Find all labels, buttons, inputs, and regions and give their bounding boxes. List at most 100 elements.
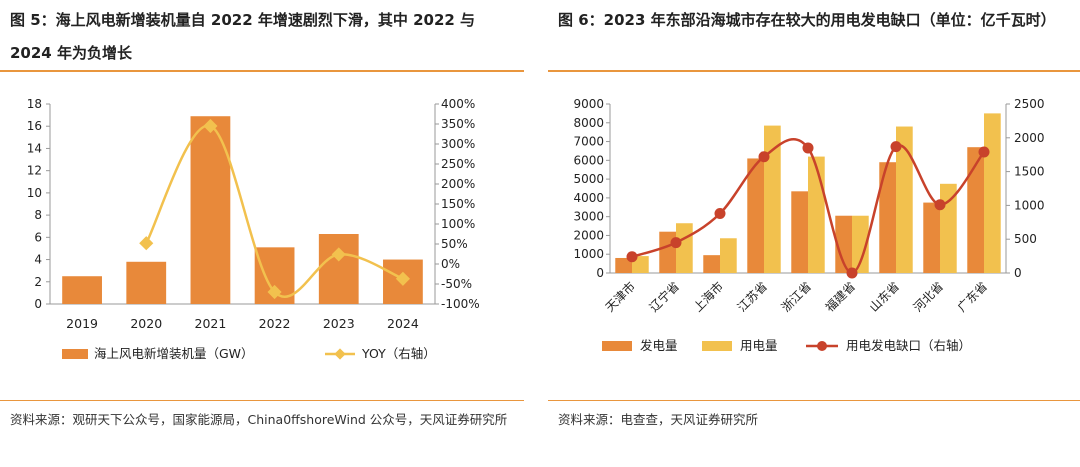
x-tick-label: 山东省	[867, 279, 902, 314]
x-tick-label: 江苏省	[735, 279, 770, 314]
x-tick-label: 河北省	[911, 279, 946, 314]
right-y-tick-label: 2500	[1014, 97, 1045, 111]
right-y-tick-label: 500	[1014, 232, 1037, 246]
bar-consumption	[720, 238, 737, 273]
bar-consumption	[852, 215, 869, 273]
legend-label-installed: 海上风电新增装机量（GW）	[94, 346, 254, 361]
right-y-tick-label: -100%	[441, 297, 480, 311]
x-tick-label: 福建省	[822, 279, 858, 315]
figure-5-title: 图 5：海上风电新增装机量自 2022 年增速剧烈下滑，其中 2022 与 20…	[10, 11, 476, 62]
figure-6-chart: 0 1000 2000 3000 4000 5000 6000 7000 8000 9000 0 50…	[573, 97, 1045, 353]
bar-generation	[703, 255, 720, 273]
legend-label-yoy: YOY（右轴）	[361, 346, 436, 361]
right-y-tick-label: 0	[1014, 266, 1022, 280]
right-y-tick-label: 2000	[1014, 131, 1045, 145]
right-y-tick-label: 400%	[441, 97, 475, 111]
gap-point	[626, 251, 638, 263]
x-tick-label: 天津市	[602, 279, 638, 315]
left-y-tick-label: 2000	[573, 228, 604, 242]
left-y-tick-label: 10	[27, 186, 42, 200]
gap-point	[934, 199, 946, 211]
figure-6-source: 资料来源：电查查，天风证券研究所	[558, 412, 759, 427]
bar-generation	[615, 257, 632, 273]
right-y-tick-label: 250%	[441, 157, 475, 171]
left-y-tick-label: 12	[27, 164, 42, 178]
x-tick-label: 浙江省	[779, 279, 814, 314]
left-y-tick-label: 5000	[573, 172, 604, 186]
left-y-tick-label: 1000	[573, 247, 604, 261]
source-divider	[548, 400, 1080, 401]
bar-consumption	[808, 156, 825, 273]
figure-5-source: 资料来源：观研天下公众号，国家能源局，China0ffshoreWind 公众号…	[10, 412, 508, 427]
right-y-tick-label: 1500	[1014, 165, 1045, 179]
bar-generation	[923, 202, 940, 273]
legend-swatch-generation	[602, 341, 632, 351]
bar-installed-capacity	[318, 234, 359, 304]
left-y-tick-label: 4	[34, 253, 42, 267]
yoy-point	[267, 284, 282, 300]
legend-marker-gap	[817, 341, 827, 351]
figure-6-title: 图 6：2023 年东部沿海城市存在较大的用电发电缺口（单位：亿千瓦时）	[558, 11, 1056, 29]
gap-point	[758, 151, 770, 163]
x-tick-label: 辽宁省	[646, 279, 682, 315]
right-y-tick-label: 350%	[441, 117, 475, 131]
left-y-tick-label: 2	[34, 275, 42, 289]
gap-point	[802, 142, 814, 154]
left-y-tick-label: 7000	[573, 135, 604, 149]
legend-swatch-installed	[62, 349, 88, 359]
left-y-tick-label: 8000	[573, 116, 604, 130]
right-y-tick-label: 50%	[441, 237, 468, 251]
legend-label-generation: 发电量	[640, 338, 678, 353]
bar-installed-capacity	[126, 261, 167, 304]
source-divider	[0, 400, 524, 401]
x-tick-label: 2019	[66, 316, 98, 331]
gap-point	[978, 146, 990, 158]
right-y-tick-label: 0%	[441, 257, 460, 271]
x-tick-label: 2020	[130, 316, 162, 331]
left-y-tick-label: 3000	[573, 210, 604, 224]
legend-marker-yoy	[334, 348, 346, 360]
right-y-tick-label: 150%	[441, 197, 475, 211]
line-gap	[631, 137, 985, 275]
figure-6-panel: 图 6：2023 年东部沿海城市存在较大的用电发电缺口（单位：亿千瓦时） 0 10…	[548, 0, 1080, 467]
right-y-tick-label: 200%	[441, 177, 475, 191]
gap-point	[714, 208, 726, 220]
figure-5-panel: 图 5：海上风电新增装机量自 2022 年增速剧烈下滑，其中 2022 与 20…	[0, 0, 524, 467]
left-y-tick-label: 18	[27, 97, 42, 111]
legend-swatch-consumption	[702, 341, 732, 351]
bar-installed-capacity	[62, 276, 102, 304]
gap-point	[890, 141, 902, 153]
yoy-point	[395, 271, 410, 286]
left-y-tick-label: 0	[596, 266, 604, 280]
left-y-tick-label: 4000	[573, 191, 604, 205]
x-tick-label: 2024	[387, 316, 419, 331]
gap-point	[846, 267, 858, 279]
x-tick-label: 2023	[323, 316, 355, 331]
yoy-point	[331, 247, 346, 262]
legend-label-gap: 用电发电缺口（右轴）	[846, 338, 971, 353]
bar-generation	[967, 147, 984, 273]
bar-generation	[835, 215, 852, 273]
bar-consumption	[764, 125, 781, 273]
bar-generation	[879, 162, 896, 273]
bar-generation	[747, 158, 764, 273]
title-divider	[0, 70, 524, 72]
right-y-tick-label: -50%	[441, 277, 472, 291]
bar-generation	[791, 191, 808, 273]
x-tick-label: 2021	[195, 316, 227, 331]
bar-consumption	[676, 223, 693, 273]
yoy-point	[139, 236, 154, 251]
bar-consumption	[896, 126, 913, 274]
left-y-tick-label: 0	[34, 297, 42, 311]
x-tick-label: 广东省	[955, 279, 990, 314]
left-y-tick-label: 16	[27, 119, 42, 133]
legend-label-consumption: 用电量	[740, 338, 778, 353]
x-tick-label: 2022	[259, 316, 291, 331]
left-y-tick-label: 9000	[573, 97, 604, 111]
figure-5-chart: 0 2 4 6 8 10 12 14 16 18 -100% -50% 0% 50% 100% 150% 200…	[27, 97, 480, 361]
left-y-tick-label: 6000	[573, 153, 604, 167]
x-tick-label: 上海市	[690, 279, 726, 315]
left-y-tick-label: 6	[34, 230, 42, 244]
left-y-tick-label: 14	[27, 141, 42, 155]
right-y-tick-label: 300%	[441, 137, 475, 151]
